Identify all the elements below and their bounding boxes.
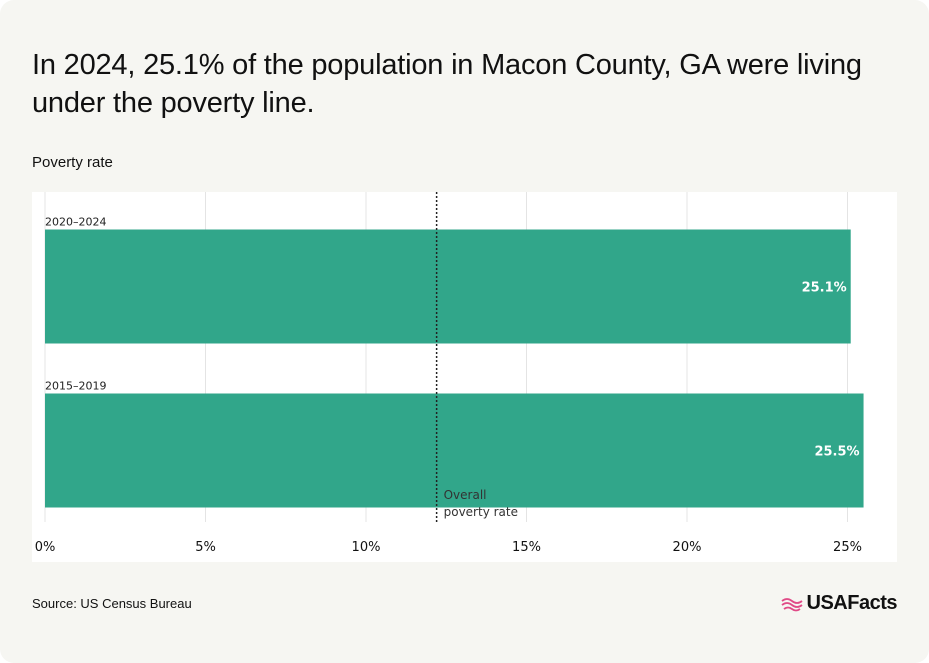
value-label: 25.5% [814, 445, 859, 460]
x-tick-label: 0% [35, 540, 56, 555]
plot-area: 2020–2024 25.1% 2015–2019 25.5% Overall pover… [32, 192, 897, 562]
source-note: Source: US Census Bureau [32, 596, 192, 611]
reference-line-label: poverty rate [444, 505, 518, 519]
x-tick-label: 20% [673, 540, 702, 555]
x-tick-label: 5% [195, 540, 216, 555]
chart-subtitle: Poverty rate [32, 154, 113, 171]
x-tick-label: 15% [512, 540, 541, 555]
category-label: 2015–2019 [45, 380, 107, 393]
value-label: 25.1% [802, 281, 847, 296]
usafacts-logo: USAFacts [780, 592, 898, 615]
bar [45, 229, 851, 344]
bar [45, 393, 864, 508]
bar-chart: 2020–2024 25.1% 2015–2019 25.5% Overall pover… [35, 192, 864, 555]
category-label: 2020–2024 [45, 216, 107, 229]
logo-text: USAFacts [806, 592, 898, 614]
page-title: In 2024, 25.1% of the population in Maco… [32, 49, 862, 119]
x-tick-label: 10% [352, 540, 381, 555]
x-tick-label: 25% [833, 540, 862, 555]
reference-line-label: Overall [444, 488, 487, 502]
us-flag-icon [780, 597, 803, 611]
